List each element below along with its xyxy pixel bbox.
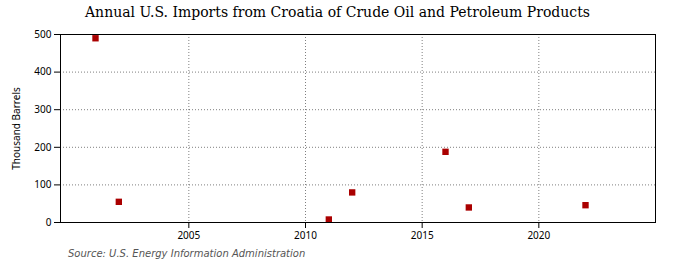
svg-text:0: 0: [46, 215, 52, 229]
svg-text:Thousand Barrels: Thousand Barrels: [9, 87, 23, 170]
svg-text:2015: 2015: [411, 228, 434, 242]
svg-text:2010: 2010: [294, 228, 317, 242]
svg-text:2005: 2005: [177, 228, 200, 242]
svg-text:500: 500: [34, 27, 51, 41]
svg-text:400: 400: [34, 64, 51, 78]
svg-text:2020: 2020: [527, 228, 550, 242]
svg-text:100: 100: [34, 177, 51, 191]
svg-text:300: 300: [34, 102, 51, 116]
svg-text:200: 200: [34, 140, 51, 154]
html-text:Annual U.S. Imports from Croat: Annual U.S. Imports from Croatia of Crud…: [85, 4, 590, 20]
html-text:Source: U.S. Energy Informatio: Source: U.S. Energy Information Administ…: [68, 248, 306, 259]
